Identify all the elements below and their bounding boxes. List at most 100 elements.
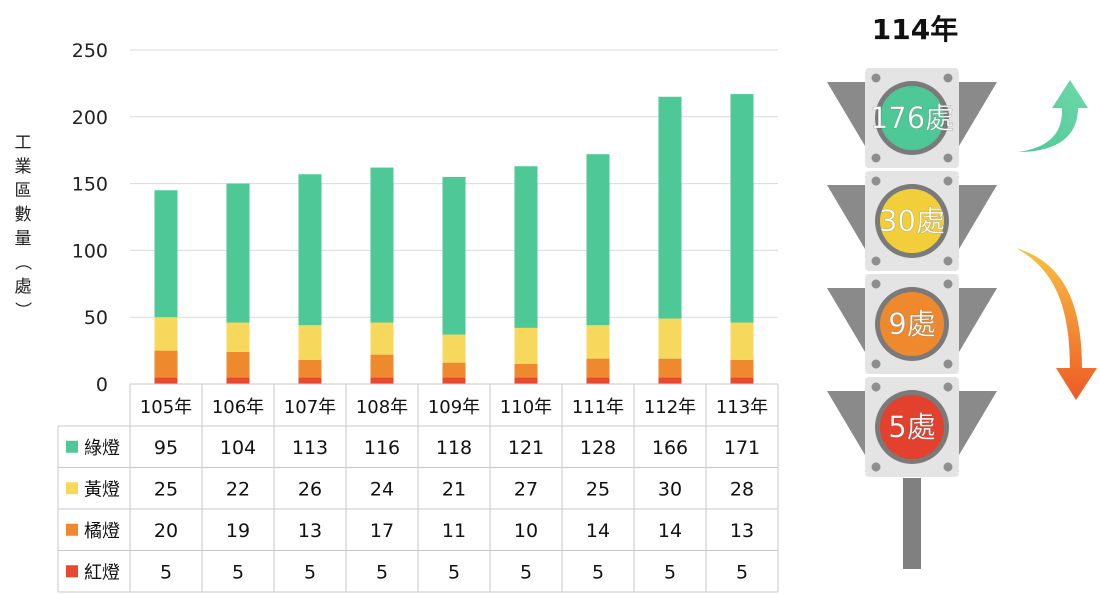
data-cell: 28 [730, 478, 754, 500]
traffic-light-panel: 114年 176處 30處 9處 5處 [800, 0, 1100, 594]
bolt [943, 382, 953, 392]
series-label: 橘燈 [84, 521, 120, 542]
bar-segment [298, 377, 322, 384]
light-wing-right [959, 288, 997, 352]
light-wing-right [959, 185, 997, 249]
bolt [943, 359, 953, 369]
data-cell: 17 [370, 520, 394, 542]
bolt [871, 256, 881, 266]
data-cell: 20 [154, 520, 178, 542]
light-wing-right [959, 82, 997, 146]
legend-swatch [66, 440, 78, 453]
data-cell: 25 [154, 478, 178, 500]
data-cell: 14 [586, 520, 610, 542]
lamp-1 [880, 189, 944, 253]
bar-segment [730, 359, 754, 378]
bar-segment [586, 358, 610, 378]
data-cell: 5 [736, 561, 748, 583]
y-axis-label-char: （ [12, 254, 32, 271]
traffic-light-lamps: 176處 30處 9處 5處 [827, 68, 997, 477]
traffic-light-title: 114年 [871, 13, 959, 46]
lamp-label: 9處 [888, 307, 935, 341]
y-tick-label: 250 [72, 40, 108, 62]
data-cell: 27 [514, 478, 538, 500]
category-label: 106年 [212, 397, 264, 418]
bar-segment [298, 359, 322, 378]
bolt [871, 359, 881, 369]
data-cell: 10 [514, 520, 538, 542]
legend-swatch [66, 523, 78, 536]
bar-segment [586, 377, 610, 384]
light-wing-right [959, 391, 997, 455]
bar-segment [514, 327, 538, 364]
data-cell: 5 [448, 561, 460, 583]
light-wing-left [827, 185, 865, 249]
light-wing-left [827, 288, 865, 352]
lamp-0 [880, 86, 944, 150]
data-cell: 5 [232, 561, 244, 583]
bolt [943, 462, 953, 472]
y-axis-label-char: 區 [15, 181, 32, 201]
data-cell: 5 [376, 561, 388, 583]
data-cell: 128 [580, 437, 616, 459]
lamp-label: 176處 [870, 101, 954, 135]
legend-swatch [66, 482, 78, 495]
bar-segment [730, 377, 754, 384]
series-label: 綠燈 [84, 438, 120, 459]
y-tick-label: 50 [84, 307, 108, 329]
bar-segment [442, 334, 466, 363]
category-label: 111年 [572, 397, 624, 418]
data-cell: 25 [586, 478, 610, 500]
bars [154, 94, 754, 384]
bar-segment [730, 94, 754, 323]
bolt [871, 153, 881, 163]
category-label: 107年 [284, 397, 336, 418]
bar-segment [226, 351, 250, 378]
data-cell: 19 [226, 520, 250, 542]
bar-segment [370, 322, 394, 355]
bar-segment [442, 176, 466, 335]
light-wing-left [827, 391, 865, 455]
bar-segment [154, 377, 178, 384]
bar-segment [730, 322, 754, 360]
lamp-label: 30處 [879, 204, 945, 238]
bar-segment [226, 377, 250, 384]
data-cell: 5 [520, 561, 532, 583]
bar-segment [370, 167, 394, 323]
bar-segment [658, 318, 682, 359]
bar-segment [658, 377, 682, 384]
bar-segment [442, 362, 466, 378]
data-cell: 5 [304, 561, 316, 583]
bolt [871, 462, 881, 472]
category-label: 109年 [428, 397, 480, 418]
y-axis-label-char: 量 [15, 229, 32, 249]
y-axis-label-char: 數 [15, 205, 32, 225]
y-axis-label-char: 處 [15, 277, 32, 297]
data-cell: 118 [436, 437, 472, 459]
data-cell: 5 [592, 561, 604, 583]
y-tick-label: 150 [72, 174, 108, 196]
data-cell: 166 [652, 437, 688, 459]
y-axis-label-char: 工 [15, 133, 32, 153]
traffic-light-unit: 5處 [827, 377, 997, 477]
data-cell: 21 [442, 478, 466, 500]
bar-segment [154, 190, 178, 318]
traffic-light-unit: 9處 [827, 274, 997, 374]
data-cell: 171 [724, 437, 760, 459]
y-tick-label: 200 [72, 107, 108, 129]
y-tick-label: 100 [72, 240, 108, 262]
bar-segment [658, 96, 682, 319]
data-cell: 26 [298, 478, 322, 500]
traffic-light-pole [903, 478, 921, 569]
bar-segment [154, 317, 178, 351]
category-label: 105年 [140, 397, 192, 418]
bolt [871, 279, 881, 289]
series-label: 黃燈 [84, 479, 120, 500]
bar-segment [154, 350, 178, 378]
bar-segment [442, 377, 466, 384]
bolt [943, 256, 953, 266]
data-cell: 30 [658, 478, 682, 500]
category-label: 110年 [500, 397, 552, 418]
